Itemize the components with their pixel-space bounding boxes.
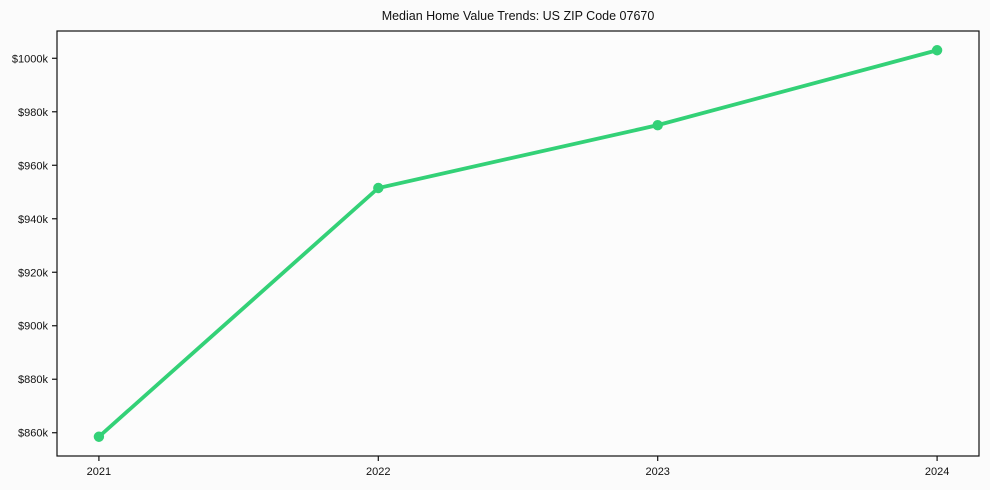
x-axis: 2021 2022 2023 2024	[87, 456, 949, 478]
plot-border	[56, 30, 980, 457]
chart-title: Median Home Value Trends: US ZIP Code 07…	[382, 9, 655, 23]
x-tick-label: 2023	[645, 466, 669, 478]
y-tick-label: $920k	[18, 267, 48, 279]
y-tick-label: $860k	[18, 428, 48, 440]
y-tick-label: $880k	[18, 374, 48, 386]
data-point-marker	[93, 431, 105, 442]
y-tick-label: $980k	[18, 107, 48, 119]
y-tick-label: $900k	[18, 321, 48, 333]
x-tick-label: 2021	[87, 466, 111, 478]
y-tick-label: $960k	[18, 160, 48, 172]
y-axis: $860k $880k $900k $920k $940k $960k $980k $1000…	[12, 53, 57, 440]
plot-area	[57, 31, 979, 456]
y-tick-label: $940k	[18, 214, 48, 226]
series-line	[97, 48, 939, 439]
x-tick-label: 2022	[366, 466, 390, 478]
y-tick-label: $1000k	[12, 53, 49, 65]
x-tick-label: 2024	[925, 466, 949, 478]
data-point-marker	[373, 182, 384, 194]
data-point-marker	[931, 45, 943, 56]
series-group	[93, 45, 943, 442]
data-point-marker	[652, 119, 663, 131]
